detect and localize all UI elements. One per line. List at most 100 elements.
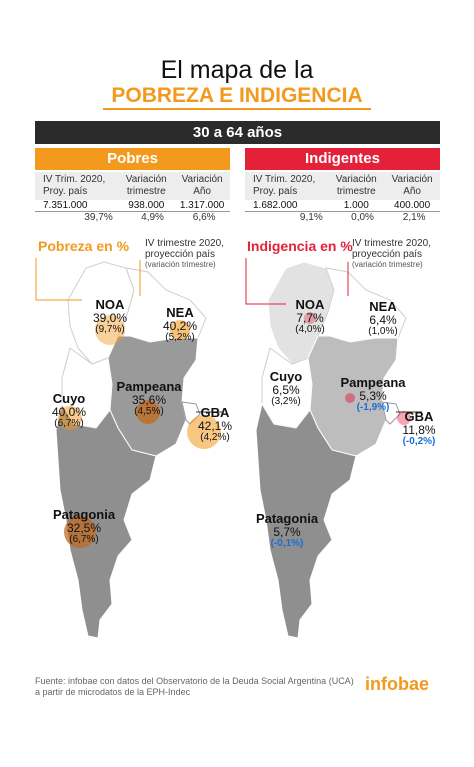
region-name: NEA [369,299,397,314]
ind-patagonia-label: Patagonia 5,7% (-0,1%) [250,511,324,550]
noa-bubble [95,315,125,345]
region-value: 40,2% [162,319,198,333]
pct-var-anio: 6,6% [192,212,216,223]
value-proy: 1.682.000 [253,200,298,211]
pampeana-bubble [345,393,355,403]
region-name: NOA [295,297,325,312]
indigentes-header: Indigentes [245,148,440,170]
region-var: (-0,1%) [270,538,304,549]
table-pct-row: 39,7% 4,9% 6,6% [35,212,230,224]
col-var-trim: Variación trimestre [125,174,167,197]
cuyo-bubble [58,406,82,430]
nea-bubble [170,320,190,340]
region-value: 39,0% [92,311,128,325]
table-values-row: 1.682.000 1.000 400.000 [245,200,440,212]
region-name: Pampeana [340,375,406,390]
pct-proy: 39,7% [84,212,113,223]
region-var: (5,2%) [165,332,195,343]
ind-pampeana-label: Pampeana 5,3% (-1,9%) [336,375,410,414]
region-patagonia [255,402,357,639]
pob-pampeana-label: Pampeana 35,6% (4,5%) [112,379,186,418]
pob-cuyo-label: Cuyo 40,0% (6,7%) [42,391,96,430]
title-pointer-line [35,258,82,301]
source-footer: Fuente: infobae con datos del Observator… [35,676,354,698]
region-var: (4,2%) [200,432,230,443]
table-header-row: IV Trim. 2020, Proy. país Variación trim… [245,172,440,200]
col-proy: IV Trim. 2020, Proy. país [43,174,106,197]
region-var: (9,7%) [95,324,125,335]
subtitle-line-1: IV trimestre 2020, [145,238,224,249]
value-var-anio: 1.317.000 [179,200,225,211]
gba-bubble [187,415,221,449]
region-var: (4,5%) [134,406,164,417]
region-name: GBA [404,409,434,424]
region-var: (-1,9%) [356,402,390,413]
pobres-table: IV Trim. 2020, Proy. país Variación trim… [35,172,230,224]
region-name: Pampeana [116,379,182,394]
indigencia-map-title: Indigencia en % [247,238,353,254]
pobreza-map-subtitle: IV trimestre 2020, proyección país (vari… [145,238,224,269]
footer-line-2: a partir de microdatos de la EPH-Indec [35,687,191,697]
indigentes-table: IV Trim. 2020, Proy. país Variación trim… [245,172,440,224]
title-line-2: POBREZA E INDIGENCIA [111,84,363,107]
infobae-logo: infobae [365,674,430,694]
table-values-row: 7.351.000 938.000 1.317.000 [35,200,230,212]
region-value: 11,8% [402,423,436,437]
region-value: 40,0% [51,405,87,419]
title-line-1: El mapa de la [160,56,314,84]
region-value: 35,6% [131,393,167,407]
region-var: (1,0%) [368,326,398,337]
region-value: 5,3% [359,389,387,403]
region-value: 5,7% [273,525,301,539]
pampeana-bubble [136,400,160,424]
table-pct-row: 9,1% 0,0% 2,1% [245,212,440,224]
pob-nea-label: NEA 40,2% (5,2%) [155,305,205,344]
title-pointer-line [245,258,286,305]
pct-var-anio: 2,1% [402,212,426,223]
footer-line-1: Fuente: infobae con datos del Observator… [35,676,354,686]
region-name: GBA [200,405,230,420]
indigencia-map [245,258,422,639]
pobreza-map-title: Pobreza en % [38,238,130,254]
value-var-trim: 1.000 [343,200,369,211]
region-value: 6,5% [272,383,300,397]
subtitle-line-1: IV trimestre 2020, [352,238,431,249]
pct-var-trim: 4,9% [141,212,164,223]
region-name: NOA [95,297,125,312]
pob-noa-label: NOA 39,0% (9,7%) [82,297,138,336]
ind-nea-label: NEA 6,4% (1,0%) [358,299,408,338]
age-group-bar: 30 a 64 años [35,121,440,144]
region-name: Cuyo [269,369,303,384]
col-var-anio: Variación Año [181,174,223,197]
indigencia-map-subtitle: IV trimestre 2020, proyección país (vari… [352,238,431,269]
ind-cuyo-label: Cuyo 6,5% (3,2%) [262,369,310,408]
col-proy: IV Trim. 2020, Proy. país [253,174,316,197]
title-underline [103,108,371,110]
subtitle-line-2: proyección país [352,249,423,260]
region-name: Patagonia [255,511,319,526]
region-patagonia [55,402,157,639]
ind-noa-label: NOA 7,7% (4,0%) [282,297,338,336]
region-value: 7,7% [296,311,324,325]
region-name: Cuyo [52,391,86,406]
pct-var-trim: 0,0% [351,212,374,223]
subtitle-line-2: proyección país [145,249,216,260]
subtitle-line-3: (variación trimestre) [352,260,423,269]
region-value: 42,1% [197,419,233,433]
col-var-anio: Variación Año [391,174,433,197]
patagonia-bubble [64,516,96,548]
pob-gba-label: GBA 42,1% (4,2%) [190,405,240,444]
ind-gba-label: GBA 11,8% (-0,2%) [392,409,446,448]
pob-patagonia-label: Patagonia 32,5% (6,7%) [48,507,120,546]
region-var: (-0,2%) [402,436,436,447]
pct-proy: 9,1% [299,212,323,223]
subtitle-line-3: (variación trimestre) [145,260,216,269]
region-name: Patagonia [52,507,116,522]
region-value: 6,4% [369,313,397,327]
noa-bubble [304,312,316,324]
value-var-trim: 938.000 [128,200,165,211]
col-var-trim: Variación trimestre [335,174,377,197]
region-var: (6,7%) [54,418,84,429]
region-name: NEA [166,305,194,320]
